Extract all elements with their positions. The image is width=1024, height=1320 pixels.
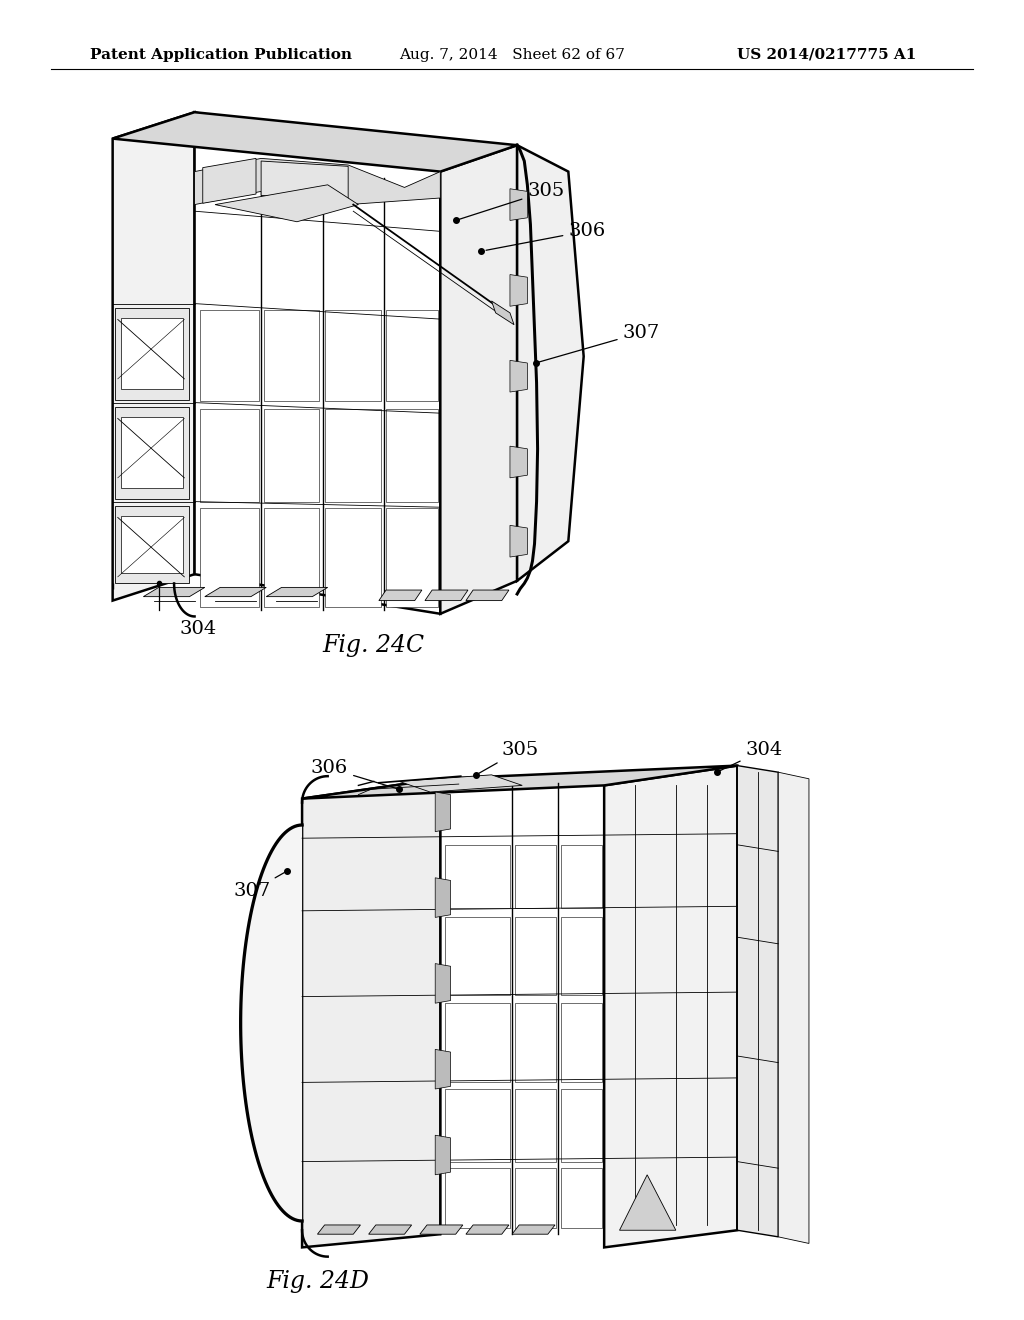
Polygon shape (325, 310, 381, 401)
Polygon shape (435, 792, 451, 832)
Polygon shape (264, 310, 319, 401)
Polygon shape (325, 409, 381, 502)
Text: 304: 304 (179, 620, 216, 639)
Polygon shape (737, 766, 778, 1237)
Polygon shape (604, 766, 737, 1247)
Polygon shape (435, 1049, 451, 1089)
Polygon shape (517, 145, 584, 581)
Text: Aug. 7, 2014   Sheet 62 of 67: Aug. 7, 2014 Sheet 62 of 67 (399, 48, 626, 62)
Polygon shape (561, 1003, 602, 1082)
Polygon shape (425, 590, 468, 601)
Polygon shape (515, 917, 556, 995)
Polygon shape (115, 407, 189, 499)
Text: Fig. 24D: Fig. 24D (266, 1270, 369, 1292)
Text: 306: 306 (486, 222, 605, 251)
Polygon shape (515, 1003, 556, 1082)
Polygon shape (121, 318, 183, 389)
Polygon shape (492, 301, 514, 325)
Text: 305: 305 (478, 741, 539, 774)
Polygon shape (325, 508, 381, 607)
Polygon shape (620, 1175, 676, 1230)
Text: 307: 307 (233, 873, 285, 900)
Text: US 2014/0217775 A1: US 2014/0217775 A1 (737, 48, 916, 62)
Polygon shape (386, 310, 438, 401)
Polygon shape (200, 310, 259, 401)
Polygon shape (195, 158, 440, 205)
Polygon shape (302, 779, 440, 1247)
Text: 305: 305 (459, 182, 564, 219)
Polygon shape (510, 525, 527, 557)
Polygon shape (466, 590, 509, 601)
Polygon shape (445, 1168, 510, 1228)
Text: Patent Application Publication: Patent Application Publication (90, 48, 352, 62)
Polygon shape (205, 587, 266, 597)
Polygon shape (121, 516, 183, 573)
Polygon shape (241, 799, 302, 1247)
Text: 307: 307 (539, 323, 659, 362)
Polygon shape (515, 1168, 556, 1228)
Polygon shape (264, 409, 319, 502)
Polygon shape (113, 112, 517, 172)
Polygon shape (200, 508, 259, 607)
Polygon shape (369, 1225, 412, 1234)
Polygon shape (399, 775, 522, 792)
Polygon shape (261, 161, 348, 201)
Polygon shape (561, 1168, 602, 1228)
Polygon shape (466, 1225, 509, 1234)
Polygon shape (561, 917, 602, 995)
Polygon shape (420, 1225, 463, 1234)
Polygon shape (317, 1225, 360, 1234)
Polygon shape (302, 766, 737, 799)
Polygon shape (778, 772, 809, 1243)
Text: Fig. 24C: Fig. 24C (323, 634, 425, 656)
Polygon shape (510, 446, 527, 478)
Polygon shape (143, 587, 205, 597)
Polygon shape (510, 275, 527, 306)
Polygon shape (515, 845, 556, 908)
Polygon shape (445, 917, 510, 995)
Polygon shape (266, 587, 328, 597)
Polygon shape (445, 1003, 510, 1082)
Polygon shape (512, 1225, 555, 1234)
Polygon shape (121, 417, 183, 488)
Polygon shape (440, 145, 517, 614)
Polygon shape (215, 185, 358, 222)
Polygon shape (561, 1089, 602, 1162)
Polygon shape (445, 845, 510, 908)
Polygon shape (115, 308, 189, 400)
Text: 304: 304 (719, 741, 782, 771)
Polygon shape (445, 1089, 510, 1162)
Polygon shape (386, 508, 438, 607)
Polygon shape (200, 409, 259, 502)
Polygon shape (195, 112, 440, 614)
Polygon shape (515, 1089, 556, 1162)
Polygon shape (264, 508, 319, 607)
Polygon shape (113, 112, 195, 601)
Text: 306: 306 (311, 759, 396, 788)
Polygon shape (510, 360, 527, 392)
Polygon shape (386, 409, 438, 502)
Polygon shape (203, 158, 256, 203)
Polygon shape (379, 590, 422, 601)
Polygon shape (435, 878, 451, 917)
Polygon shape (115, 506, 189, 583)
Polygon shape (510, 189, 527, 220)
Polygon shape (435, 1135, 451, 1175)
Polygon shape (561, 845, 602, 908)
Polygon shape (435, 964, 451, 1003)
